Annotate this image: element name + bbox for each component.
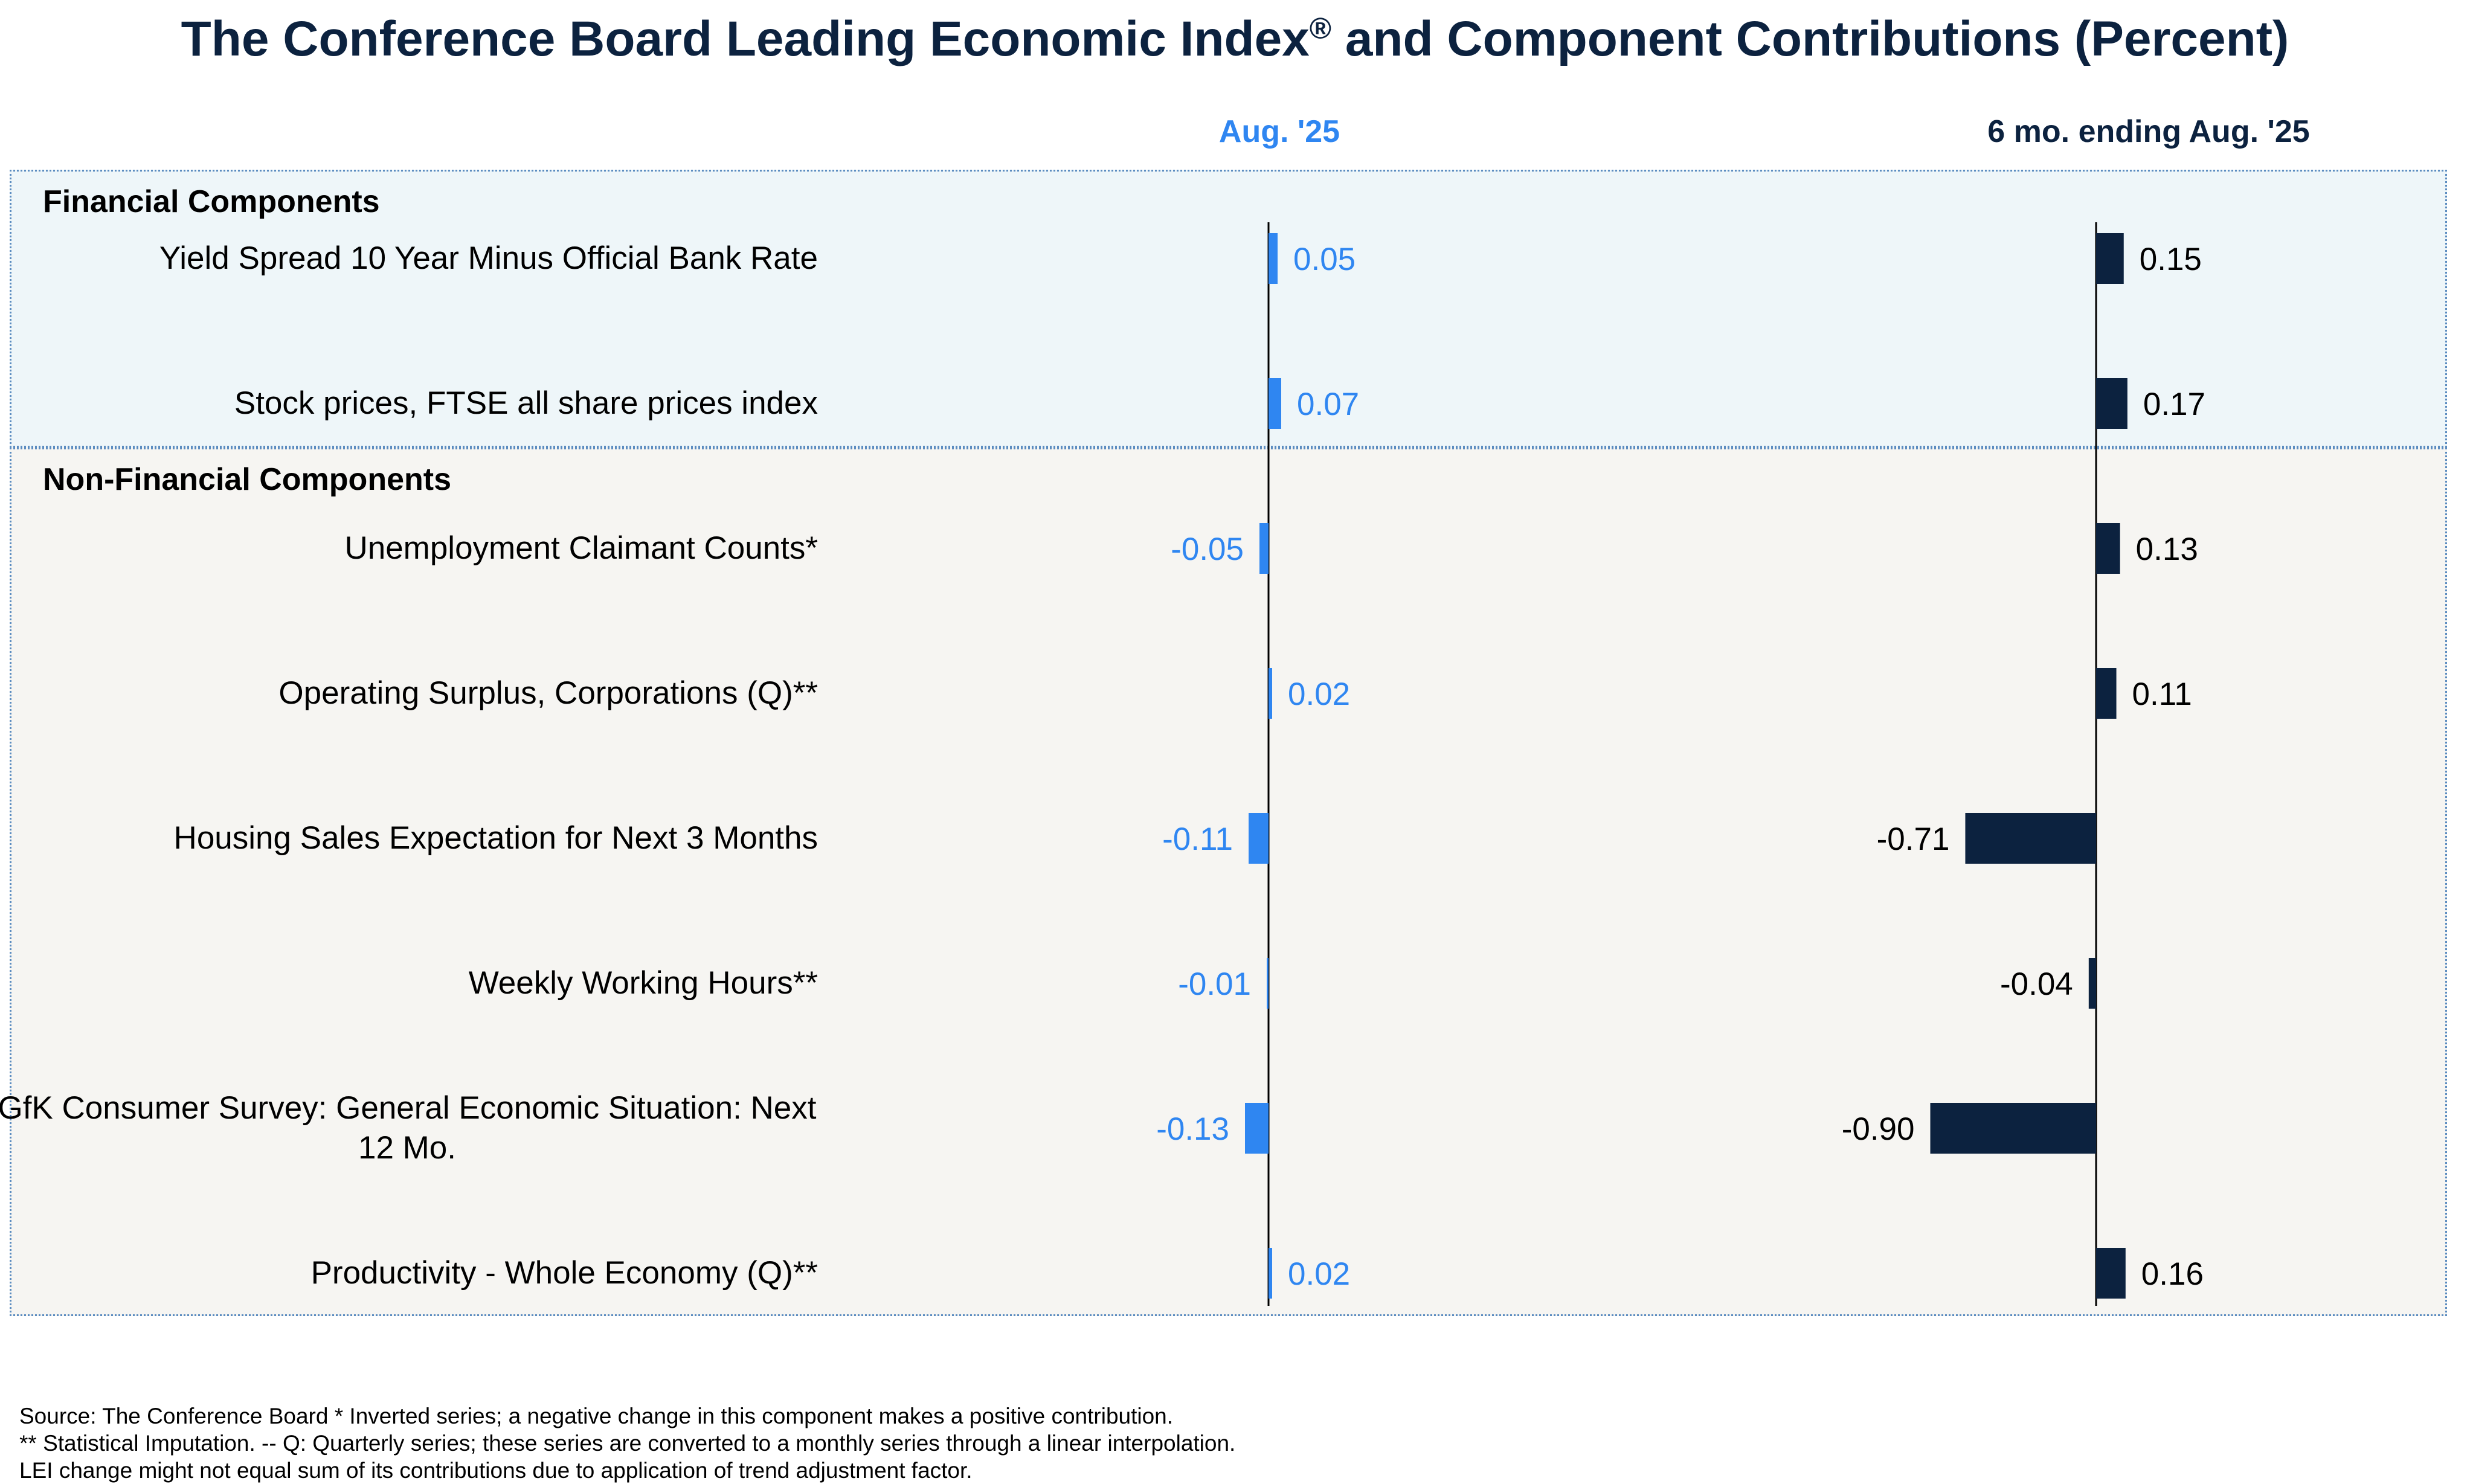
non-financial-components-panel: Non-Financial Components bbox=[10, 448, 2447, 1316]
section-header-non-financial: Non-Financial Components bbox=[43, 462, 451, 497]
bar-aug-25-1 bbox=[1269, 378, 1281, 429]
data-label-6mo-7: 0.16 bbox=[2141, 1256, 2204, 1292]
data-label-6mo-4: -0.71 bbox=[1877, 821, 1950, 857]
bar-6mo-7 bbox=[2096, 1248, 2126, 1299]
footnote-trend-adjustment: LEI change might not equal sum of its co… bbox=[19, 1458, 973, 1483]
title-main: The Conference Board Leading Economic In… bbox=[181, 11, 1310, 66]
row-label-yield-spread: Yield Spread 10 Year Minus Official Bank… bbox=[159, 240, 818, 276]
data-label-6mo-0: 0.15 bbox=[2140, 242, 2202, 277]
data-label-6mo-2: 0.13 bbox=[2136, 532, 2198, 567]
bar-6mo-4 bbox=[1965, 813, 2096, 864]
data-label-aug-25-5: -0.01 bbox=[1178, 966, 1251, 1002]
bar-6mo-5 bbox=[2088, 958, 2096, 1009]
bar-aug-25-6 bbox=[1245, 1103, 1269, 1154]
row-label-productivity: Productivity - Whole Economy (Q)** bbox=[310, 1255, 818, 1291]
data-label-aug-25-3: 0.02 bbox=[1288, 676, 1350, 712]
data-label-aug-25-4: -0.11 bbox=[1162, 821, 1233, 857]
bar-aug-25-5 bbox=[1267, 958, 1269, 1009]
chart-title: The Conference Board Leading Economic In… bbox=[0, 11, 2470, 68]
bar-aug-25-0 bbox=[1269, 233, 1278, 284]
data-label-aug-25-6: -0.13 bbox=[1156, 1111, 1229, 1147]
column-header-aug-25: Aug. '25 bbox=[1218, 114, 1340, 149]
footnote-imputation: ** Statistical Imputation. -- Q: Quarter… bbox=[19, 1431, 1236, 1456]
section-header-financial: Financial Components bbox=[43, 184, 380, 219]
data-label-aug-25-1: 0.07 bbox=[1297, 387, 1359, 422]
bar-aug-25-2 bbox=[1259, 523, 1269, 574]
bar-6mo-0 bbox=[2096, 233, 2124, 284]
data-label-aug-25-2: -0.05 bbox=[1171, 532, 1244, 567]
data-label-6mo-6: -0.90 bbox=[1842, 1111, 1915, 1147]
footnote-source: Source: The Conference Board * Inverted … bbox=[19, 1404, 1174, 1428]
row-label-gfk-survey: GfK Consumer Survey: General Economic Si… bbox=[0, 1090, 817, 1166]
data-label-aug-25-0: 0.05 bbox=[1293, 242, 1356, 277]
title-suffix: and Component Contributions (Percent) bbox=[1345, 11, 2289, 66]
data-label-6mo-5: -0.04 bbox=[2000, 966, 2073, 1002]
bar-6mo-3 bbox=[2096, 668, 2117, 719]
bar-aug-25-4 bbox=[1249, 813, 1269, 864]
financial-components-panel: Financial Components bbox=[10, 170, 2447, 448]
row-label-claimant-counts: Unemployment Claimant Counts* bbox=[344, 530, 818, 566]
row-label-operating-surplus: Operating Surplus, Corporations (Q)** bbox=[278, 675, 818, 711]
column-header-6mo: 6 mo. ending Aug. '25 bbox=[1987, 114, 2310, 149]
data-label-6mo-3: 0.11 bbox=[2132, 676, 2192, 712]
bar-6mo-1 bbox=[2096, 378, 2127, 429]
footnotes: Source: The Conference Board * Inverted … bbox=[19, 1402, 1235, 1484]
bar-aug-25-7 bbox=[1269, 1248, 1272, 1299]
bar-6mo-2 bbox=[2096, 523, 2120, 574]
row-label-weekly-hours: Weekly Working Hours** bbox=[468, 965, 818, 1001]
bar-aug-25-3 bbox=[1269, 668, 1272, 719]
data-label-aug-25-7: 0.02 bbox=[1288, 1256, 1350, 1292]
data-label-6mo-1: 0.17 bbox=[2143, 387, 2205, 422]
bar-6mo-6 bbox=[1930, 1103, 2096, 1154]
row-label-housing-sales: Housing Sales Expectation for Next 3 Mon… bbox=[173, 820, 818, 856]
registered-mark: ® bbox=[1309, 11, 1332, 45]
row-label-stock-prices: Stock prices, FTSE all share prices inde… bbox=[234, 385, 818, 421]
